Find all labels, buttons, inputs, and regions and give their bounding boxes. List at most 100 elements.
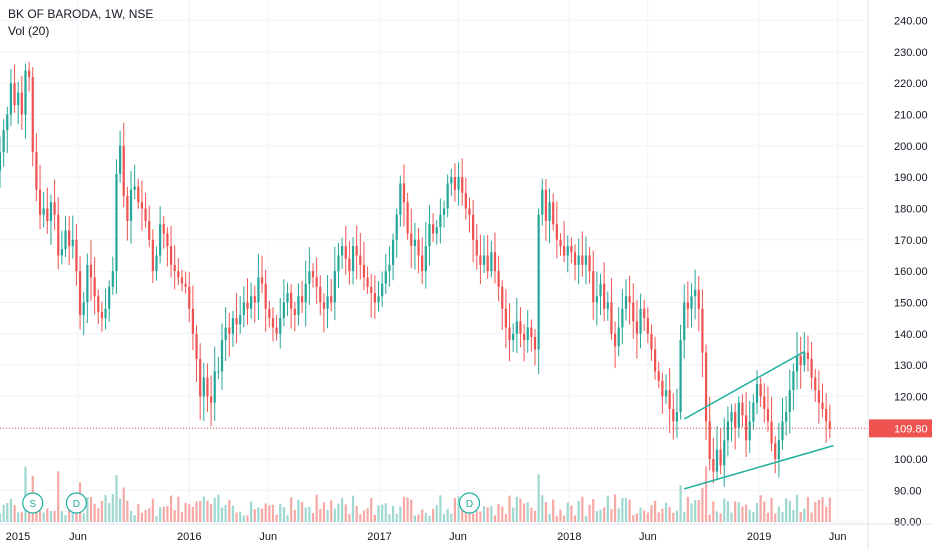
volume-bar (406, 497, 409, 522)
time-axis[interactable]: 2015 Jun 2016 Jun 2017 Jun 2018 Jun 2019 Jun (0, 523, 932, 543)
candle-body (588, 255, 591, 272)
last-price-label: 109.80 (894, 423, 928, 435)
candle-body (694, 289, 697, 297)
candle-body (257, 277, 260, 303)
candle-body (384, 271, 387, 284)
candle-body (304, 283, 307, 303)
candle-body (337, 255, 340, 272)
candle-body (391, 239, 395, 265)
event-marker-d[interactable] (65, 492, 88, 514)
volume-bar (260, 508, 264, 522)
candle-body (537, 214, 540, 350)
candle-body (355, 246, 358, 256)
volume-bar (137, 504, 140, 522)
volume-bar (610, 509, 613, 522)
chart-legend: BK OF BARODA, 1W, NSE Vol (20) (8, 6, 153, 40)
volume-bar (195, 501, 198, 522)
volume-indicator-label[interactable]: Vol (20) (8, 24, 50, 38)
candle-body (326, 296, 329, 309)
candle-body (359, 255, 362, 265)
volume-bar (64, 514, 67, 522)
price-axis[interactable]: 240.00 230.00 220.00 210.00 200.00 190.00 180.… (867, 0, 932, 550)
volume-bar (442, 514, 446, 522)
volume-bar (53, 510, 56, 522)
candle-body (57, 214, 60, 256)
volume-bar (515, 496, 518, 522)
volume-bar (89, 497, 93, 522)
volume-bar (184, 502, 187, 522)
candle-body (82, 302, 85, 315)
volume-bar (450, 513, 453, 522)
candle-body (71, 239, 74, 247)
volume-bar (530, 507, 533, 522)
symbol-title[interactable]: BK OF BARODA, 1W, NSE (8, 7, 154, 21)
volume-bar (482, 506, 486, 522)
volume-bar (501, 506, 504, 522)
volume-bar (344, 504, 347, 522)
candle-body (279, 318, 282, 334)
candle-body (351, 246, 355, 272)
volume-bar (391, 505, 395, 522)
channel-trendline[interactable] (684, 444, 834, 490)
candle-body (377, 296, 380, 303)
candle-body (42, 208, 45, 215)
channel-trendline[interactable] (683, 350, 805, 420)
volume-bar (777, 506, 780, 522)
candle-body (817, 390, 820, 403)
volume-bar (311, 513, 315, 522)
x-tick-label: 2019 (747, 531, 771, 543)
volume-bar (770, 497, 773, 522)
drawing-overlay[interactable] (0, 350, 868, 490)
volume-bar (825, 506, 828, 522)
candle-body (246, 302, 249, 309)
volume-bar (217, 494, 220, 522)
volume-bar (475, 511, 478, 522)
volume-bar (410, 499, 413, 522)
volume-bar (472, 513, 475, 522)
volume-bar (690, 503, 693, 522)
volume-bar (497, 503, 500, 522)
event-marker-s[interactable] (22, 492, 44, 514)
candle-body (89, 264, 93, 278)
volume-bar (162, 506, 165, 522)
candle-body (493, 252, 497, 272)
candle-body (803, 352, 806, 366)
candle-body (690, 296, 693, 309)
volume-bar (694, 500, 697, 522)
candle-body (755, 383, 759, 403)
candle-body (599, 283, 602, 297)
candle-body (821, 402, 824, 409)
volume-bar (413, 515, 417, 522)
candle-body (581, 255, 584, 265)
candle-body (457, 177, 460, 190)
volume-bar (224, 504, 227, 522)
volume-bar (373, 514, 376, 522)
candle-body (206, 377, 209, 397)
volume-bar (173, 510, 176, 522)
x-tick-label: 2015 (6, 531, 30, 543)
volume-bar (577, 500, 580, 522)
x-tick-label: Jun (259, 531, 277, 543)
candle-body (381, 283, 384, 297)
candle-body (330, 296, 333, 303)
volume-bar (457, 496, 460, 522)
volume-bar (97, 508, 100, 522)
candle-body (428, 224, 431, 247)
volume-bar (46, 508, 49, 522)
candle-body (704, 352, 708, 422)
candle-body (744, 415, 748, 441)
volume-bar (468, 506, 471, 522)
volume-bar (337, 503, 340, 522)
event-marker-d[interactable] (458, 492, 481, 514)
candle-body (635, 321, 639, 334)
volume-bar (799, 511, 802, 522)
candle-body (155, 255, 158, 272)
volume-bar (748, 509, 751, 522)
candle-body (475, 239, 478, 256)
volume-bar (351, 495, 355, 522)
candle-body (239, 314, 242, 325)
candle-body (9, 83, 13, 115)
volume-bar (104, 494, 107, 522)
